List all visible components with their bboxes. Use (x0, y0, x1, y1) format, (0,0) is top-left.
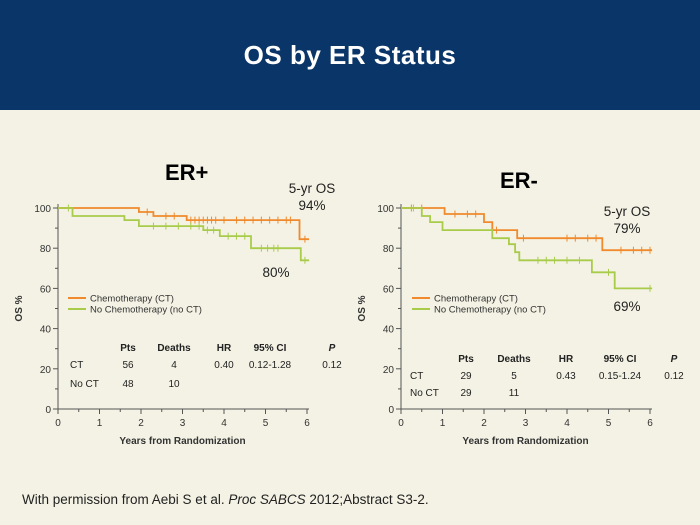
os-label-er-neg: 5-yr OS 79% (577, 203, 677, 237)
table-header: 95% CI (254, 343, 287, 354)
table-cell: 0.12 (664, 371, 684, 382)
os-ct-value-er-neg: 79% (613, 221, 641, 236)
table-cell: 29 (460, 371, 472, 382)
citation-journal: Proc SABCS (228, 492, 306, 507)
table-cell: 0.43 (556, 371, 576, 382)
x-tick-label: 0 (55, 418, 61, 429)
y-tick-label: 60 (40, 284, 52, 295)
table-cell: 0.40 (214, 360, 234, 371)
series-line-ct (58, 207, 310, 241)
citation-footer: With permission from Aebi S et al. Proc … (22, 492, 429, 507)
y-tick-label: 0 (388, 405, 394, 416)
os-label-text: 5-yr OS (603, 204, 651, 219)
y-tick-label: 0 (45, 405, 51, 416)
table-cell: 4 (171, 360, 177, 371)
table-header: Deaths (497, 354, 531, 365)
y-tick-label: 40 (40, 325, 52, 336)
x-tick-label: 6 (304, 418, 310, 429)
x-tick-label: 4 (221, 418, 227, 429)
table-cell: 5 (511, 371, 517, 382)
table-header: Pts (120, 343, 136, 354)
y-tick-label: 20 (40, 365, 52, 376)
y-tick-label: 60 (383, 284, 395, 295)
x-tick-label: 6 (647, 418, 653, 429)
x-tick-label: 1 (97, 418, 103, 429)
x-axis-label: Years from Randomization (462, 436, 588, 447)
table-header: HR (217, 343, 232, 354)
table-cell: 10 (168, 379, 180, 390)
table-cell: No CT (410, 388, 439, 399)
legend-label-ct: Chemotherapy (CT) (90, 294, 174, 305)
table-header: Pts (458, 354, 474, 365)
table-header: HR (559, 354, 574, 365)
table-header: P (671, 354, 678, 365)
x-tick-label: 3 (523, 418, 529, 429)
x-axis-label: Years from Randomization (119, 436, 245, 447)
y-tick-label: 80 (40, 244, 52, 255)
table-cell: CT (70, 360, 83, 371)
table-cell: 0.15-1.24 (599, 371, 642, 382)
table-header: Deaths (157, 343, 191, 354)
slide-title: OS by ER Status (243, 40, 457, 70)
table-cell: 0.12-1.28 (249, 360, 292, 371)
table-cell: 56 (122, 360, 134, 371)
x-tick-label: 5 (606, 418, 612, 429)
os-label-text: 5-yr OS (288, 181, 336, 196)
os-noct-value-er-neg: 69% (613, 299, 641, 314)
legend-label-ct: Chemotherapy (CT) (434, 294, 518, 305)
panel-title-er-pos: ER+ (165, 160, 209, 185)
table-header: 95% CI (604, 354, 637, 365)
legend-label-noct: No Chemotherapy (no CT) (90, 305, 202, 316)
table-header: P (329, 343, 336, 354)
title-banner: OS by ER Status (0, 0, 700, 110)
x-tick-label: 4 (564, 418, 570, 429)
legend-label-noct: No Chemotherapy (no CT) (434, 305, 546, 316)
os-ct-value-er-pos: 94% (298, 198, 326, 213)
x-tick-label: 2 (138, 418, 144, 429)
y-axis-label: OS % (357, 295, 368, 321)
series-line-ct (401, 207, 653, 252)
citation-prefix: With permission from Aebi S et al. (22, 492, 229, 507)
panel-title-er-neg: ER- (500, 168, 538, 193)
y-tick-label: 20 (383, 365, 395, 376)
x-tick-label: 0 (398, 418, 404, 429)
y-axis-label: OS % (14, 295, 25, 321)
table-cell: 29 (460, 388, 472, 399)
y-tick-label: 40 (383, 325, 395, 336)
table-cell: CT (410, 371, 423, 382)
x-tick-label: 2 (481, 418, 487, 429)
x-tick-label: 3 (180, 418, 186, 429)
series-line-noct (401, 207, 653, 290)
os-noct-value-er-pos: 80% (262, 265, 290, 280)
y-tick-label: 80 (383, 244, 395, 255)
citation-suffix: 2012;Abstract S3-2. (305, 492, 429, 507)
y-tick-label: 100 (377, 204, 394, 215)
os-label-er-pos: 5-yr OS 94% (262, 180, 362, 214)
x-tick-label: 5 (263, 418, 269, 429)
table-cell: 48 (122, 379, 134, 390)
y-tick-label: 100 (34, 204, 51, 215)
table-cell: 11 (509, 388, 520, 399)
table-cell: No CT (70, 379, 99, 390)
series-line-noct (58, 207, 310, 262)
table-cell: 0.12 (322, 360, 342, 371)
x-tick-label: 1 (440, 418, 446, 429)
